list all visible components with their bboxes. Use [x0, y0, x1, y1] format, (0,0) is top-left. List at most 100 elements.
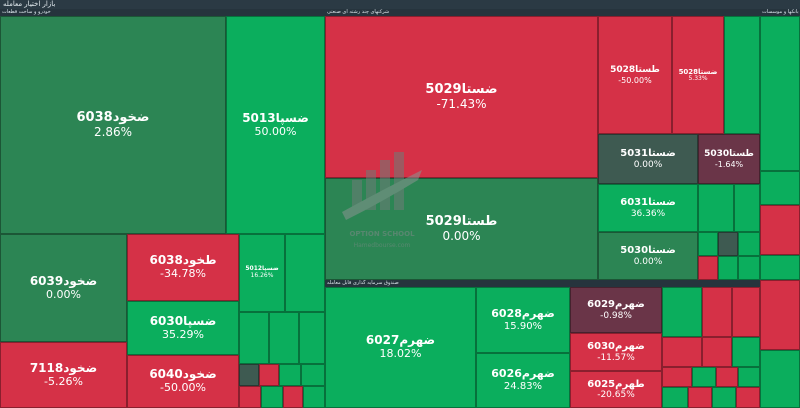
treemap-tile[interactable]: ضخود6038 2.86% — [0, 16, 226, 234]
treemap-tile[interactable] — [760, 280, 800, 350]
treemap-tile[interactable] — [698, 184, 734, 232]
symbol-label: ضهرم6028 — [491, 306, 555, 320]
treemap-tile[interactable] — [662, 367, 692, 387]
section-label: خودرو و ساخت قطعات — [2, 9, 51, 15]
treemap-tile[interactable] — [301, 364, 325, 386]
treemap-tile[interactable]: طهرم6025 -20.65% — [570, 371, 662, 408]
symbol-label: ضسپا6030 — [149, 313, 217, 328]
treemap-tile[interactable] — [239, 386, 261, 408]
treemap-tile[interactable] — [734, 184, 760, 232]
section-label: بانکها و موسسات — [762, 9, 799, 15]
change-label: 18.02% — [379, 347, 422, 361]
treemap-tile[interactable]: طخود6038 -34.78% — [127, 234, 239, 301]
treemap-tile[interactable]: ضستا5028 5.33% — [672, 16, 724, 134]
treemap-tile[interactable] — [718, 256, 738, 280]
treemap-tile[interactable] — [662, 337, 702, 367]
treemap-tile[interactable] — [698, 232, 718, 256]
treemap-tile[interactable]: ضهرم6030 -11.57% — [570, 333, 662, 371]
treemap-tile[interactable] — [732, 337, 760, 367]
treemap-tile[interactable] — [760, 205, 800, 255]
treemap-tile[interactable]: ضسپا6030 35.29% — [127, 301, 239, 355]
symbol-label: ضستا5028 — [678, 67, 718, 76]
treemap-tile[interactable]: ضستا6031 36.36% — [598, 184, 698, 232]
treemap-tile[interactable] — [738, 232, 760, 256]
treemap-tile[interactable] — [736, 387, 760, 408]
treemap-tile[interactable] — [760, 171, 800, 205]
symbol-label: ضسپا5012 — [245, 265, 279, 273]
change-label: 0.00% — [633, 159, 663, 170]
treemap-tile[interactable]: طستا5030 -1.64% — [698, 134, 760, 184]
section-label: صندوق سرمایه گذاری قابل معامله — [327, 280, 399, 286]
symbol-label: ضستا5031 — [620, 148, 676, 160]
window-title-bar: بازار اختیار معامله — [0, 0, 800, 9]
treemap-tile[interactable] — [702, 287, 732, 337]
treemap-tile[interactable]: ضخود6039 0.00% — [0, 234, 127, 342]
treemap-tile[interactable]: ضستا5029 -71.43% — [325, 16, 598, 178]
treemap-tile[interactable] — [283, 386, 303, 408]
symbol-label: طستا5028 — [610, 65, 660, 76]
treemap-tile[interactable]: ضخود7118 -5.26% — [0, 342, 127, 408]
treemap-tile[interactable] — [698, 256, 718, 280]
treemap-tile[interactable] — [239, 364, 259, 386]
treemap-tile[interactable]: ضهرم6028 15.90% — [476, 287, 570, 353]
treemap-tile[interactable]: طستا5029 0.00% — [325, 178, 598, 280]
treemap-tile[interactable] — [662, 387, 688, 408]
treemap-tile[interactable] — [738, 367, 760, 387]
change-label: -1.64% — [714, 159, 744, 169]
change-label: -5.26% — [44, 374, 83, 388]
treemap-tile[interactable] — [662, 287, 702, 337]
symbol-label: ضهرم6029 — [587, 299, 645, 311]
treemap-tile[interactable]: طستا5028 -50.00% — [598, 16, 672, 134]
change-label: 0.00% — [633, 256, 663, 267]
treemap-tile[interactable] — [269, 312, 299, 364]
symbol-label: ضخود7118 — [29, 360, 98, 375]
treemap-tile[interactable] — [732, 287, 760, 337]
treemap-tile[interactable] — [261, 386, 283, 408]
symbol-label: طستا5030 — [704, 149, 754, 160]
symbol-label: طستا5029 — [425, 213, 498, 229]
change-label: -34.78% — [160, 267, 206, 281]
treemap-tile[interactable] — [285, 234, 325, 312]
change-label: 50.00% — [254, 124, 297, 138]
symbol-label: ضستا5029 — [425, 81, 498, 97]
treemap-tile[interactable]: ضهرم6029 -0.98% — [570, 287, 662, 333]
change-label: -0.98% — [600, 310, 632, 321]
symbol-label: طهرم6025 — [587, 378, 645, 390]
treemap-tile[interactable] — [299, 312, 325, 364]
treemap-tile[interactable] — [279, 364, 301, 386]
treemap-tile[interactable] — [738, 256, 760, 280]
change-label: 16.26% — [250, 272, 274, 279]
treemap-tile[interactable]: ضستا5030 0.00% — [598, 232, 698, 280]
treemap-tile[interactable] — [760, 255, 800, 280]
treemap-tile[interactable]: ضسپا5012 16.26% — [239, 234, 285, 312]
treemap-tile[interactable] — [259, 364, 279, 386]
symbol-label: ضهرم6026 — [491, 367, 555, 381]
treemap-tile[interactable] — [692, 367, 716, 387]
treemap-tile[interactable] — [239, 312, 269, 364]
change-label: 24.83% — [503, 381, 543, 393]
treemap-tile[interactable]: ضخود6040 -50.00% — [127, 355, 239, 408]
treemap-tile[interactable] — [716, 367, 738, 387]
change-label: 0.00% — [46, 287, 81, 301]
treemap-tile[interactable] — [760, 350, 800, 408]
treemap-tile[interactable]: ضستا5031 0.00% — [598, 134, 698, 184]
change-label: -20.65% — [597, 390, 635, 401]
change-label: 2.86% — [93, 124, 133, 139]
treemap-tile[interactable] — [688, 387, 712, 408]
page-title: بازار اختیار معامله — [3, 0, 56, 8]
symbol-label: ضستا6031 — [620, 197, 676, 209]
treemap-tile[interactable]: ضهرم6027 18.02% — [325, 287, 476, 408]
treemap-tile[interactable] — [702, 337, 732, 367]
treemap-tile[interactable] — [303, 386, 325, 408]
treemap-tile[interactable] — [724, 16, 760, 134]
treemap-tile[interactable]: ضسپا5013 50.00% — [226, 16, 325, 234]
change-label: 35.29% — [162, 327, 204, 341]
treemap-tile[interactable] — [718, 232, 738, 256]
symbol-label: ضسپا5013 — [242, 110, 309, 125]
symbol-label: ضستا5030 — [620, 245, 676, 257]
treemap-tile[interactable]: ضهرم6026 24.83% — [476, 353, 570, 408]
treemap-tile[interactable] — [760, 16, 800, 171]
symbol-label: ضهرم6027 — [365, 333, 436, 348]
change-label: -11.57% — [597, 352, 635, 363]
treemap-tile[interactable] — [712, 387, 736, 408]
